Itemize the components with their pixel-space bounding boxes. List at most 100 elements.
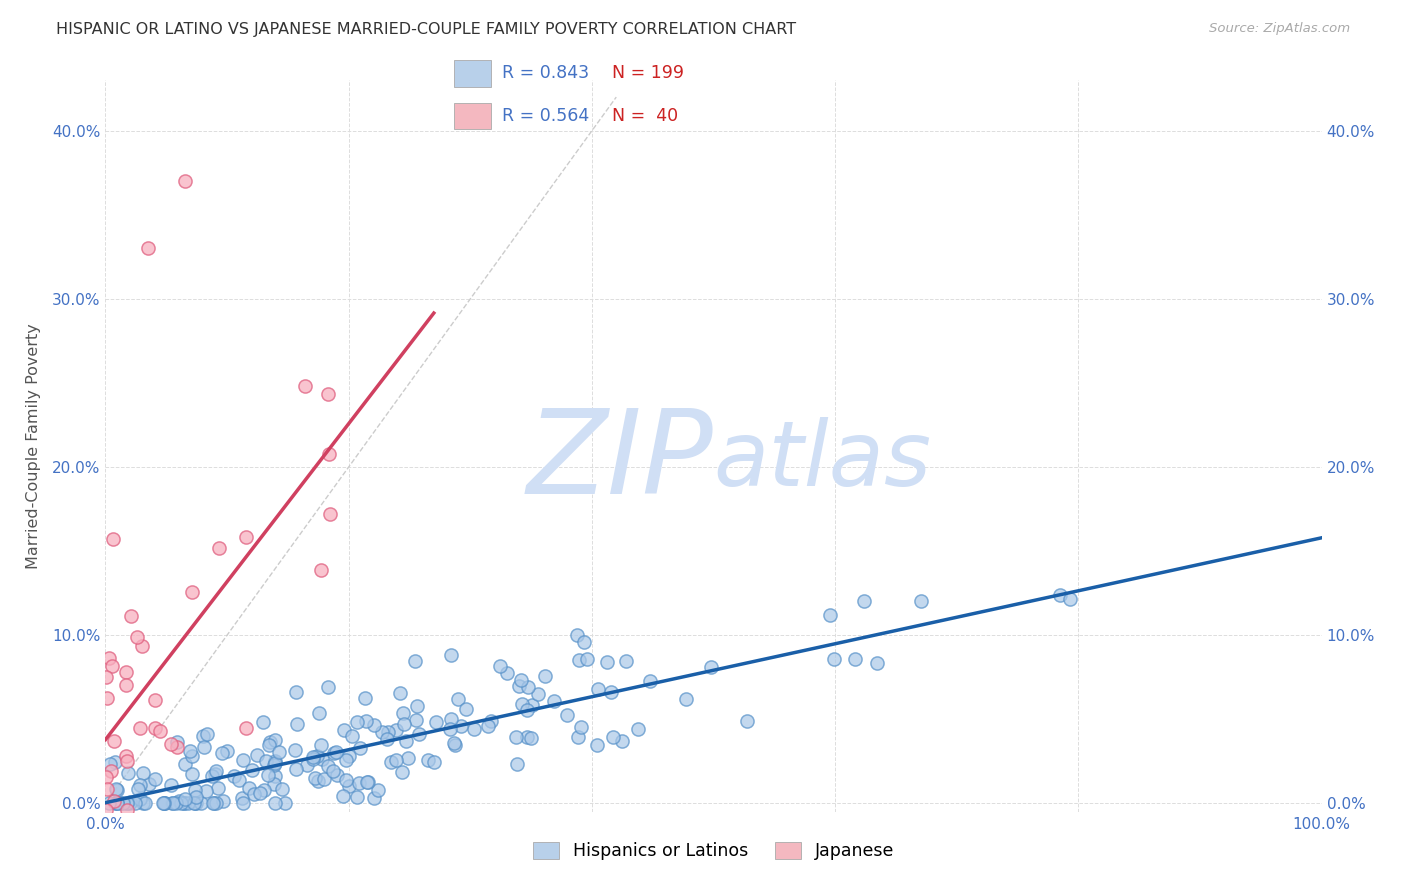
Text: Source: ZipAtlas.com: Source: ZipAtlas.com xyxy=(1209,22,1350,36)
Point xyxy=(118,797,141,811)
Point xyxy=(98,756,121,771)
Point xyxy=(319,508,342,522)
Point xyxy=(481,714,503,728)
Point xyxy=(96,690,118,705)
Point xyxy=(235,721,257,735)
Point xyxy=(844,652,866,666)
Point xyxy=(385,723,408,737)
Point xyxy=(195,784,218,798)
Point xyxy=(240,763,263,777)
Point xyxy=(567,730,589,744)
Point xyxy=(517,680,540,694)
Point xyxy=(264,797,287,811)
Point xyxy=(440,712,463,726)
Point xyxy=(232,797,254,811)
Point xyxy=(98,797,121,811)
Text: atlas: atlas xyxy=(713,417,932,505)
Point xyxy=(270,781,292,796)
Point xyxy=(143,721,166,735)
Point xyxy=(340,729,363,743)
Point xyxy=(131,639,153,653)
Point xyxy=(118,796,141,810)
Point xyxy=(143,693,166,707)
Point xyxy=(572,634,595,648)
Point xyxy=(866,656,889,670)
Point xyxy=(356,775,378,789)
Point xyxy=(180,749,202,764)
Point xyxy=(337,779,360,793)
Point xyxy=(177,797,200,811)
Point xyxy=(269,746,291,760)
Point xyxy=(516,703,538,717)
Point xyxy=(346,789,368,804)
Point xyxy=(105,797,128,811)
Point xyxy=(263,758,285,772)
Point xyxy=(190,797,212,811)
Point xyxy=(316,680,339,694)
Point xyxy=(152,797,174,811)
Point xyxy=(332,789,354,804)
Point xyxy=(100,764,122,778)
Point xyxy=(215,744,238,758)
Point xyxy=(252,714,274,729)
Point xyxy=(173,797,195,811)
Point xyxy=(602,730,624,744)
Point xyxy=(173,174,195,188)
Point xyxy=(149,724,172,739)
Point xyxy=(256,754,278,768)
Point xyxy=(312,772,335,786)
Point xyxy=(202,797,225,811)
Point xyxy=(520,731,543,746)
Point xyxy=(596,655,619,669)
Point xyxy=(301,750,323,764)
Point xyxy=(184,797,207,811)
Point xyxy=(380,756,402,770)
Point xyxy=(180,584,202,599)
Point xyxy=(180,767,202,781)
Point xyxy=(325,746,347,760)
Point xyxy=(375,731,398,746)
Point xyxy=(363,791,385,805)
Point xyxy=(367,783,389,797)
Point xyxy=(627,722,650,736)
Point xyxy=(191,730,214,744)
Point xyxy=(285,717,308,731)
Point xyxy=(333,723,356,738)
Point xyxy=(136,242,159,256)
Point xyxy=(201,769,224,783)
Point xyxy=(127,631,149,645)
Point xyxy=(337,748,360,763)
Point xyxy=(614,654,637,668)
Point xyxy=(114,749,136,764)
Point xyxy=(394,717,416,731)
Point xyxy=(534,668,557,682)
Point xyxy=(253,783,276,797)
Point xyxy=(246,747,269,762)
Point xyxy=(354,690,377,705)
Point xyxy=(302,751,325,765)
Point xyxy=(565,627,588,641)
Point xyxy=(204,766,226,780)
Point xyxy=(184,783,207,797)
Point xyxy=(586,681,609,696)
Point xyxy=(392,706,415,720)
Point xyxy=(505,730,527,744)
Point xyxy=(132,766,155,780)
Point xyxy=(104,797,127,811)
Point xyxy=(165,797,187,811)
Point xyxy=(264,732,287,747)
Point xyxy=(129,721,152,735)
Point xyxy=(322,764,344,778)
Text: HISPANIC OR LATINO VS JAPANESE MARRIED-COUPLE FAMILY POVERTY CORRELATION CHART: HISPANIC OR LATINO VS JAPANESE MARRIED-C… xyxy=(56,22,796,37)
Point xyxy=(160,737,183,751)
Point xyxy=(238,781,260,796)
Point xyxy=(543,694,565,708)
Point xyxy=(1059,592,1081,607)
Point xyxy=(115,797,138,811)
Point xyxy=(205,797,228,811)
Point xyxy=(104,781,127,796)
Point xyxy=(103,733,125,747)
Point xyxy=(115,678,138,692)
Text: R = 0.843: R = 0.843 xyxy=(502,64,589,82)
Point xyxy=(675,691,697,706)
